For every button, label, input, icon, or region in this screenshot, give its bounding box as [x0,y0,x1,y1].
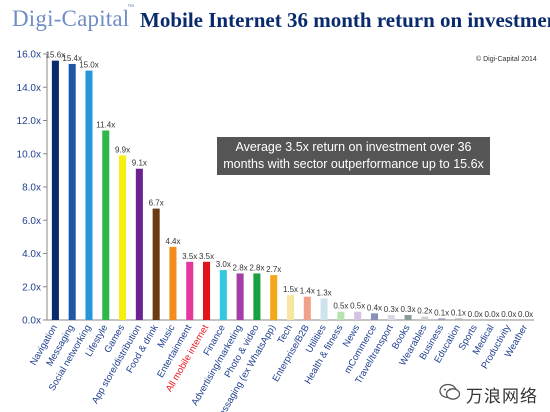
bar [68,63,76,320]
data-label: 0.5x [333,302,348,311]
bar [102,130,110,320]
data-label: 1.4x [300,287,315,296]
brand-trademark: ™ [127,4,134,11]
y-tick-label: 10.0x [17,149,41,160]
bar [270,275,278,320]
bar [337,311,345,320]
bar [236,273,244,320]
data-label: 15.4x [62,54,82,63]
wechat-icon [439,383,461,400]
y-tick-label: 2.0x [22,282,41,293]
copyright-note: © Digi-Capital 2014 [476,56,537,63]
bar [404,315,412,320]
bar [152,208,160,320]
data-label: 0.1x [434,308,449,317]
data-label: 15.0x [79,61,99,70]
bar [320,298,328,320]
bar [135,168,143,320]
y-tick-label: 0.0x [22,316,41,327]
data-label: 3.5x [199,252,214,261]
data-label: 0.0x [484,310,499,319]
bar [186,261,194,320]
data-label: 0.0x [501,310,516,319]
bar [370,313,378,320]
bar [51,60,59,321]
data-label: 15.6x [46,51,66,60]
data-label: 0.5x [350,302,365,311]
bar [119,155,127,320]
bar [203,261,211,320]
data-label: 2.8x [249,263,264,272]
data-label: 0.0x [468,310,483,319]
data-label: 0.3x [384,305,399,314]
data-label: 0.4x [367,303,382,312]
data-label: 2.8x [233,263,248,272]
data-label: 9.9x [115,145,130,154]
y-tick-label: 12.0x [17,116,41,127]
data-label: 1.5x [283,285,298,294]
data-label: 9.1x [132,159,147,168]
bar [421,316,429,320]
bar [438,318,446,320]
bar [303,296,311,320]
data-label: 2.7x [266,265,281,274]
data-label: 3.5x [182,252,197,261]
bar [387,315,395,320]
data-label: 0.3x [400,305,415,314]
bar [169,246,177,320]
data-label: 1.3x [317,288,332,297]
annotation-line-1: Average 3.5x return on investment over 3… [235,140,472,154]
data-label: 11.4x [96,120,115,129]
watermark: 万浪网络 [437,380,549,406]
annotation-line-2: months with sector outperformance up to … [223,157,484,171]
data-label: 0.1x [451,308,466,317]
annotation-box: Average 3.5x return on investment over 3… [217,137,490,175]
data-label: 4.4x [165,237,180,246]
header: Digi-Capital ™ Mobile Internet 36 month … [0,0,550,36]
bar [454,318,462,320]
y-tick-label: 4.0x [22,249,41,260]
data-label: 0.2x [417,307,432,316]
watermark-text: 万浪网络 [466,387,538,406]
bar [286,295,295,320]
bar [219,270,227,320]
page-title: Mobile Internet 36 month return on inves… [140,8,550,32]
y-tick-label: 16.0x [17,50,41,61]
bar [354,311,362,320]
y-tick-label: 8.0x [22,183,41,194]
data-label: 0.0x [518,310,533,319]
y-tick-label: 14.0x [17,83,41,94]
data-label: 6.7x [149,199,164,208]
data-label: 3.0x [216,260,231,269]
bar [253,273,261,320]
brand-logo: Digi-Capital [12,6,130,31]
bar [85,70,93,320]
y-tick-label: 6.0x [22,216,41,227]
